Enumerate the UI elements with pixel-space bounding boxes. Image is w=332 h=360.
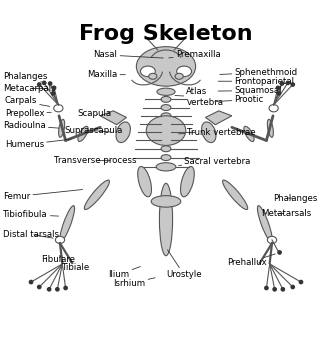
Ellipse shape (257, 206, 272, 241)
Ellipse shape (161, 96, 171, 102)
Circle shape (38, 285, 41, 289)
Ellipse shape (202, 122, 216, 143)
Text: Humerus: Humerus (5, 139, 71, 149)
Ellipse shape (84, 180, 110, 210)
Ellipse shape (161, 155, 171, 161)
Ellipse shape (161, 129, 171, 135)
Text: Distal tarsals: Distal tarsals (3, 230, 59, 239)
Text: Metacarpals: Metacarpals (3, 84, 56, 93)
Ellipse shape (140, 66, 155, 77)
Text: Frog Skeleton: Frog Skeleton (79, 24, 253, 44)
Ellipse shape (116, 122, 130, 143)
Circle shape (265, 286, 268, 290)
Text: Suprascapula: Suprascapula (64, 126, 122, 135)
Ellipse shape (146, 116, 186, 145)
Text: Prepollex: Prepollex (5, 109, 51, 118)
Ellipse shape (151, 195, 181, 207)
Ellipse shape (59, 120, 65, 137)
Ellipse shape (267, 120, 273, 137)
Text: Isrhium: Isrhium (113, 278, 155, 288)
Circle shape (281, 288, 285, 291)
Text: Frontoparietal: Frontoparietal (218, 77, 294, 86)
Ellipse shape (156, 163, 176, 171)
Text: Squamosal: Squamosal (218, 86, 282, 95)
Text: Nasal: Nasal (94, 50, 163, 59)
Ellipse shape (181, 166, 194, 197)
Text: Radioulna: Radioulna (3, 121, 59, 130)
Ellipse shape (136, 47, 196, 86)
Circle shape (291, 285, 294, 289)
Circle shape (64, 286, 67, 290)
Ellipse shape (161, 146, 171, 152)
Text: Fibulare: Fibulare (41, 255, 75, 264)
Ellipse shape (161, 138, 171, 143)
Text: Prehallux: Prehallux (227, 254, 275, 267)
Circle shape (278, 251, 281, 254)
Ellipse shape (149, 73, 157, 79)
Circle shape (56, 288, 59, 291)
Text: Prootic: Prootic (215, 95, 264, 104)
Text: Phalanges: Phalanges (3, 72, 47, 82)
Text: Tibiale: Tibiale (62, 261, 91, 272)
Circle shape (276, 86, 280, 90)
Text: Femur: Femur (3, 189, 83, 201)
Circle shape (299, 280, 303, 284)
Ellipse shape (175, 73, 183, 79)
Circle shape (286, 81, 290, 85)
Ellipse shape (161, 113, 171, 119)
Text: Urostyle: Urostyle (166, 250, 202, 279)
Polygon shape (206, 111, 232, 125)
Ellipse shape (78, 126, 88, 141)
Text: Premaxilla: Premaxilla (169, 50, 221, 59)
Ellipse shape (138, 166, 151, 197)
Text: Transverse process: Transverse process (54, 156, 136, 165)
Text: Sphenethmoid: Sphenethmoid (220, 68, 297, 77)
Ellipse shape (161, 105, 171, 111)
Ellipse shape (244, 126, 254, 141)
Ellipse shape (267, 236, 277, 243)
Circle shape (273, 288, 276, 291)
Circle shape (42, 81, 46, 85)
Ellipse shape (177, 66, 192, 77)
Circle shape (47, 288, 51, 291)
Ellipse shape (161, 121, 171, 127)
Circle shape (52, 86, 56, 90)
Ellipse shape (60, 206, 75, 241)
Text: Trunk vertebrae: Trunk vertebrae (179, 128, 256, 137)
Text: Phalanges: Phalanges (273, 194, 318, 203)
Circle shape (277, 92, 281, 95)
Text: Carpals: Carpals (5, 96, 50, 107)
Text: Ilium: Ilium (108, 266, 140, 279)
Circle shape (38, 83, 41, 86)
Text: Atlas
vertebra: Atlas vertebra (175, 87, 223, 107)
Ellipse shape (269, 105, 278, 112)
Ellipse shape (159, 183, 173, 256)
Circle shape (51, 92, 55, 95)
Circle shape (280, 82, 284, 85)
Text: Metatarsals: Metatarsals (262, 209, 312, 218)
Ellipse shape (55, 236, 65, 243)
Circle shape (291, 83, 294, 86)
Text: Maxilla: Maxilla (87, 70, 125, 79)
Circle shape (29, 280, 33, 284)
Polygon shape (100, 111, 126, 125)
Text: Tibiofibula: Tibiofibula (3, 210, 58, 219)
Ellipse shape (54, 105, 63, 112)
Ellipse shape (157, 88, 175, 95)
Text: Scapula: Scapula (77, 109, 111, 118)
Text: Sacral vertebra: Sacral vertebra (179, 157, 251, 166)
Ellipse shape (222, 180, 248, 210)
Circle shape (48, 82, 52, 85)
